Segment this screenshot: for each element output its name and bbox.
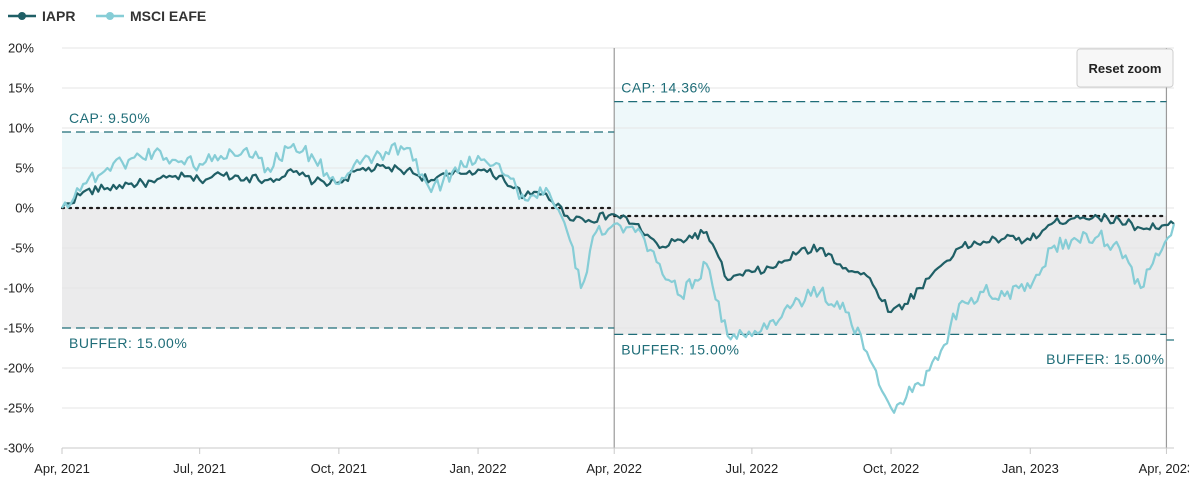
- y-tick-label: -20%: [4, 361, 35, 376]
- legend-label: MSCI EAFE: [130, 8, 206, 24]
- annotation-label: BUFFER: 15.00%: [69, 335, 187, 351]
- legend-item-msci-eafe[interactable]: MSCI EAFE: [96, 8, 206, 24]
- outcome-bands: [62, 101, 1167, 335]
- legend-swatch-dot: [18, 12, 26, 20]
- series-lines: [61, 142, 1176, 414]
- legend-swatch-dot: [106, 12, 114, 20]
- annotation-lines: CAP: 9.50% BUFFER: 15.00% CAP: 14.36% BUFFE…: [60, 80, 1174, 367]
- y-tick-label: -30%: [4, 441, 35, 456]
- cap-band: [614, 101, 1167, 216]
- annotation-label: CAP: 9.50%: [69, 110, 150, 126]
- y-tick-label: -15%: [4, 321, 35, 336]
- y-tick-label: 0%: [15, 201, 34, 216]
- y-tick-label: -25%: [4, 401, 35, 416]
- series-line-msci-eafe[interactable]: [61, 142, 1176, 414]
- legend[interactable]: IAPR MSCI EAFE: [8, 8, 206, 24]
- annotation-label: BUFFER: 15.00%: [621, 341, 739, 357]
- series-line-iapr[interactable]: [61, 163, 1175, 314]
- y-axis-ticks: 20% 15% 10% 5% 0% -5% -10% -15% -20% -25% -30%: [4, 41, 35, 456]
- y-tick-label: 5%: [15, 161, 34, 176]
- annotation-label: BUFFER: 15.00%: [1046, 351, 1164, 367]
- x-axis-ticks: Apr, 2021 Jul, 2021 Oct, 2021 Jan, 2022 Apr,…: [34, 447, 1189, 476]
- x-tick-label: Apr, 2023: [1139, 461, 1189, 476]
- reset-zoom-button[interactable]: Reset zoom: [1076, 48, 1174, 88]
- x-tick-label: Oct, 2022: [863, 461, 919, 476]
- annotation-label: CAP: 14.36%: [621, 80, 711, 96]
- x-tick-label: Jul, 2022: [726, 461, 779, 476]
- period-dividers: [613, 48, 1168, 448]
- y-tick-label: -5%: [11, 241, 35, 256]
- buffer-band: [62, 208, 615, 328]
- legend-label: IAPR: [42, 8, 75, 24]
- buffer-band: [614, 216, 1167, 335]
- x-tick-label: Apr, 2022: [586, 461, 642, 476]
- x-tick-label: Apr, 2021: [34, 461, 90, 476]
- y-tick-label: 10%: [8, 121, 34, 136]
- x-tick-label: Jul, 2021: [173, 461, 226, 476]
- x-tick-label: Jan, 2022: [449, 461, 506, 476]
- y-tick-label: 15%: [8, 81, 34, 96]
- y-tick-label: 20%: [8, 41, 34, 56]
- x-tick-label: Oct, 2021: [311, 461, 367, 476]
- legend-item-iapr[interactable]: IAPR: [8, 8, 75, 24]
- x-tick-label: Jan, 2023: [1002, 461, 1059, 476]
- y-tick-label: -10%: [4, 281, 35, 296]
- reset-zoom-label: Reset zoom: [1089, 61, 1162, 76]
